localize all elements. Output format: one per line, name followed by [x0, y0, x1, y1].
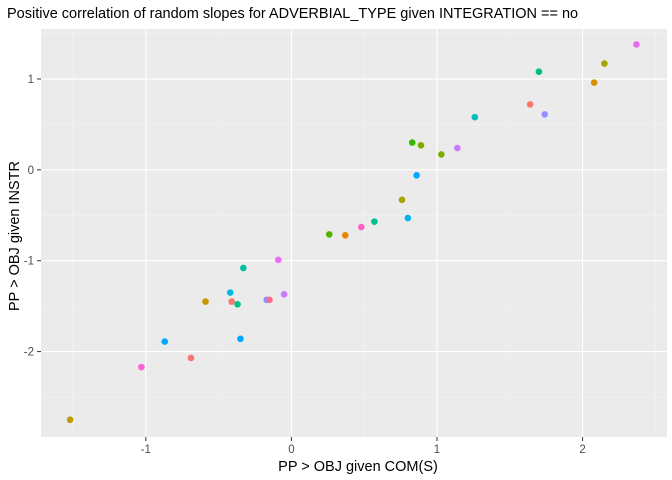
data-point [357, 223, 365, 231]
data-point [266, 296, 273, 304]
data-point [240, 264, 247, 272]
data-point [526, 101, 534, 108]
x-axis: -1 0 1 2 [141, 437, 586, 456]
data-point [541, 111, 549, 118]
data-point [237, 335, 244, 343]
data-point [274, 256, 282, 264]
x-tick-label: 2 [579, 444, 585, 456]
data-point [187, 354, 195, 362]
data-point [404, 214, 412, 222]
plot-panel [41, 29, 667, 437]
data-point [454, 144, 461, 152]
y-axis: -2 -1 0 1 [24, 74, 41, 359]
y-axis-title: PP > OBJ given INSTR [7, 161, 23, 311]
data-point [417, 142, 425, 149]
data-point [535, 68, 543, 76]
x-axis-title: PP > OBJ given COM(S) [278, 459, 438, 475]
major-gridlines [41, 29, 667, 437]
data-point [413, 171, 420, 179]
data-point [161, 338, 169, 345]
data-point [438, 151, 445, 158]
data-point [398, 196, 406, 204]
data-point [226, 289, 234, 296]
y-tick-label: -1 [24, 256, 34, 268]
data-point [234, 301, 241, 308]
x-tick-label: 0 [288, 444, 294, 456]
data-point [280, 291, 288, 298]
y-tick-label: 1 [28, 74, 34, 86]
data-point [341, 231, 349, 239]
chart-title: Positive correlation of random slopes fo… [7, 6, 578, 22]
data-point [138, 363, 145, 371]
data-point [408, 139, 416, 146]
data-point [471, 113, 479, 121]
data-points [66, 41, 640, 424]
data-point [325, 231, 333, 238]
data-point [633, 41, 640, 48]
y-tick-label: 0 [28, 165, 34, 177]
data-point [601, 60, 608, 67]
data-point [371, 218, 378, 225]
data-point [590, 79, 598, 86]
data-point [66, 416, 74, 424]
data-point [228, 298, 236, 305]
y-tick-label: -2 [24, 347, 34, 359]
x-tick-label: -1 [141, 444, 151, 456]
x-tick-label: 1 [434, 444, 440, 456]
data-point [202, 298, 209, 305]
